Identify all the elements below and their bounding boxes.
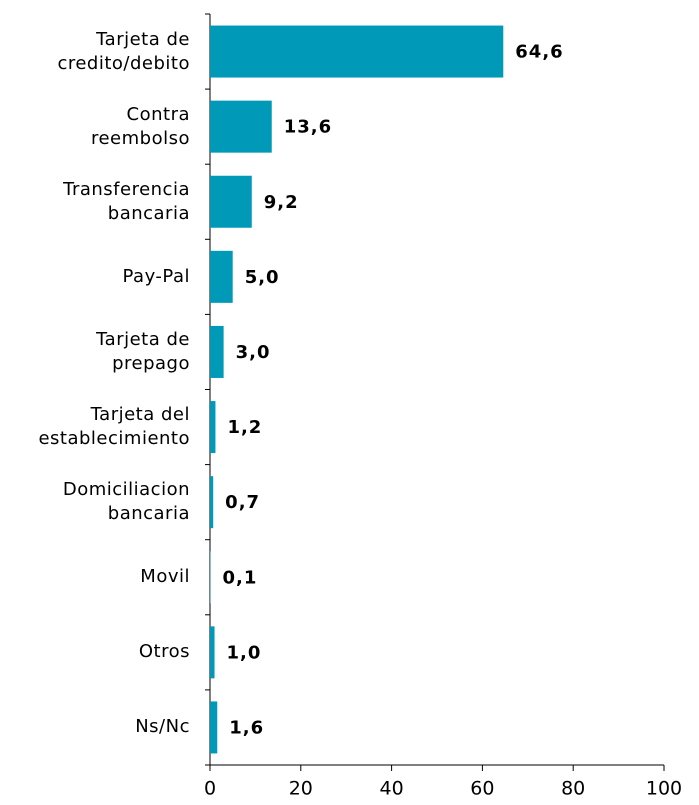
x-tick-label: 40	[380, 778, 404, 800]
bar	[210, 175, 252, 228]
bar	[210, 325, 224, 378]
bar	[210, 476, 214, 529]
bar	[210, 100, 272, 153]
category-label: Domiciliacion bancaria	[62, 479, 190, 525]
category-label: Tarjeta del establecimiento	[38, 404, 190, 450]
x-tick-label: 20	[289, 778, 313, 800]
value-label: 1,2	[227, 417, 262, 438]
bar	[210, 626, 215, 679]
value-label: 0,1	[222, 567, 257, 588]
category-label: Pay-Pal	[122, 265, 190, 287]
value-label: 0,7	[225, 492, 260, 513]
bar	[210, 250, 233, 303]
x-tick-label: 100	[646, 778, 682, 800]
value-label: 1,0	[227, 642, 262, 663]
value-label: 1,6	[229, 717, 264, 738]
category-label: Ns/Nc	[135, 716, 190, 738]
value-label: 5,0	[245, 267, 280, 288]
category-label: Movil	[140, 566, 190, 588]
value-label: 9,2	[264, 192, 299, 213]
category-label: Tarjeta de prepago	[96, 328, 190, 374]
x-tick-label: 80	[561, 778, 585, 800]
value-label: 13,6	[284, 117, 332, 138]
value-label: 64,6	[515, 42, 563, 63]
value-label: 3,0	[236, 342, 271, 363]
bar	[210, 701, 218, 754]
x-tick-label: 0	[204, 778, 216, 800]
bar	[210, 401, 216, 454]
x-tick-label: 60	[470, 778, 494, 800]
category-label: Contra reembolso	[90, 103, 190, 149]
category-label: Otros	[138, 641, 190, 663]
category-label: Transferencia bancaria	[63, 178, 190, 224]
bar	[210, 25, 504, 78]
category-label: Tarjeta de credito/debito	[57, 28, 190, 74]
